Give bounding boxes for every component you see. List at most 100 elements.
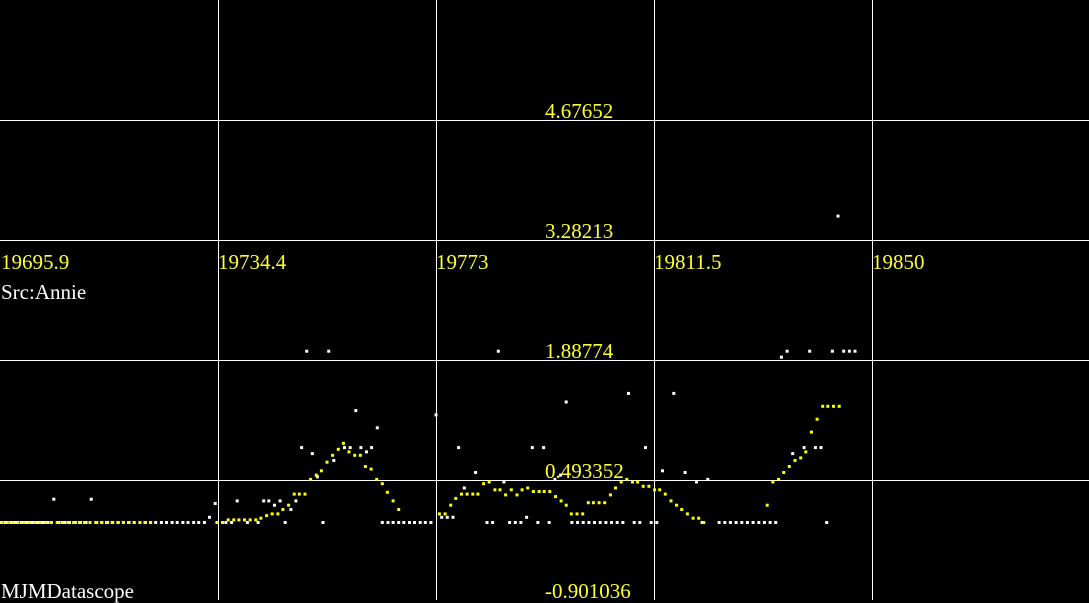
data-point bbox=[587, 521, 591, 524]
data-point bbox=[717, 521, 721, 524]
data-point bbox=[127, 521, 130, 524]
data-point bbox=[830, 349, 834, 353]
data-point bbox=[213, 502, 217, 505]
data-point bbox=[283, 521, 287, 524]
data-point bbox=[159, 521, 163, 524]
data-point bbox=[341, 441, 345, 445]
data-point bbox=[60, 521, 64, 524]
data-point bbox=[138, 521, 142, 524]
data-point bbox=[397, 508, 401, 511]
data-point bbox=[408, 521, 411, 524]
data-point bbox=[380, 482, 384, 486]
data-point bbox=[0, 521, 4, 524]
data-point bbox=[434, 413, 438, 417]
data-point bbox=[385, 490, 389, 494]
data-point bbox=[842, 349, 846, 353]
data-point bbox=[30, 521, 34, 524]
data-point bbox=[519, 521, 523, 524]
data-point bbox=[22, 521, 26, 524]
data-point bbox=[536, 521, 540, 524]
data-point bbox=[165, 521, 168, 524]
y-tick-label: 3.28213 bbox=[545, 219, 614, 243]
data-point bbox=[256, 521, 260, 524]
data-point bbox=[276, 512, 280, 516]
data-point bbox=[310, 452, 314, 456]
data-point bbox=[706, 477, 710, 481]
data-point bbox=[331, 453, 335, 457]
data-point bbox=[658, 488, 662, 492]
data-point bbox=[779, 355, 783, 359]
data-point bbox=[402, 521, 406, 524]
data-point bbox=[63, 521, 67, 524]
data-point bbox=[336, 447, 340, 451]
data-point bbox=[627, 391, 630, 395]
data-point bbox=[768, 521, 772, 524]
data-point bbox=[815, 417, 819, 421]
data-point bbox=[593, 521, 596, 524]
data-point bbox=[847, 349, 851, 353]
data-point bbox=[504, 493, 508, 497]
data-point bbox=[348, 446, 352, 450]
data-point bbox=[369, 467, 373, 471]
data-point bbox=[27, 521, 31, 524]
data-point bbox=[751, 521, 755, 524]
data-point bbox=[559, 499, 563, 503]
data-point bbox=[641, 484, 645, 488]
data-point bbox=[581, 512, 585, 516]
data-point bbox=[669, 499, 673, 503]
data-point bbox=[586, 501, 590, 505]
data-point bbox=[181, 521, 185, 524]
data-point bbox=[462, 486, 466, 490]
data-point bbox=[799, 456, 803, 460]
data-point bbox=[813, 446, 817, 450]
data-point bbox=[625, 477, 629, 481]
data-point bbox=[728, 521, 732, 524]
data-point bbox=[397, 521, 401, 524]
data-point bbox=[548, 490, 552, 493]
data-point bbox=[418, 521, 422, 524]
data-point bbox=[270, 512, 274, 516]
data-point bbox=[782, 471, 786, 474]
data-point bbox=[57, 521, 61, 524]
data-point bbox=[237, 518, 241, 522]
data-point bbox=[445, 515, 449, 519]
data-point bbox=[208, 515, 211, 519]
data-point bbox=[621, 521, 625, 524]
data-point bbox=[570, 521, 574, 524]
data-point bbox=[262, 499, 266, 503]
data-point bbox=[802, 446, 806, 450]
data-point bbox=[661, 469, 664, 473]
data-point bbox=[88, 521, 92, 524]
data-point bbox=[224, 521, 228, 524]
data-point bbox=[581, 521, 585, 524]
data-point bbox=[672, 391, 676, 395]
data-point bbox=[380, 521, 384, 524]
data-point bbox=[365, 450, 368, 454]
data-point bbox=[542, 446, 546, 450]
data-point bbox=[638, 521, 642, 524]
data-point bbox=[325, 460, 329, 464]
source-label: Src:Annie bbox=[1, 280, 87, 304]
data-point bbox=[66, 521, 70, 524]
data-point bbox=[9, 521, 13, 524]
data-point bbox=[655, 521, 659, 524]
data-point bbox=[52, 497, 56, 501]
data-point bbox=[281, 508, 285, 511]
data-point bbox=[232, 518, 236, 522]
data-point bbox=[793, 459, 797, 462]
brand-label: MJMDatascope bbox=[1, 579, 134, 603]
data-point bbox=[542, 490, 546, 493]
data-point bbox=[215, 521, 219, 524]
data-point bbox=[297, 492, 301, 496]
data-point bbox=[649, 521, 653, 524]
data-point bbox=[757, 521, 761, 524]
data-point bbox=[5, 521, 9, 524]
data-point bbox=[273, 503, 276, 507]
data-point bbox=[777, 477, 781, 481]
data-point bbox=[819, 446, 823, 450]
data-point bbox=[493, 488, 497, 492]
data-point bbox=[305, 349, 309, 353]
data-point bbox=[84, 521, 88, 524]
data-point bbox=[774, 521, 778, 524]
data-point bbox=[192, 521, 196, 524]
